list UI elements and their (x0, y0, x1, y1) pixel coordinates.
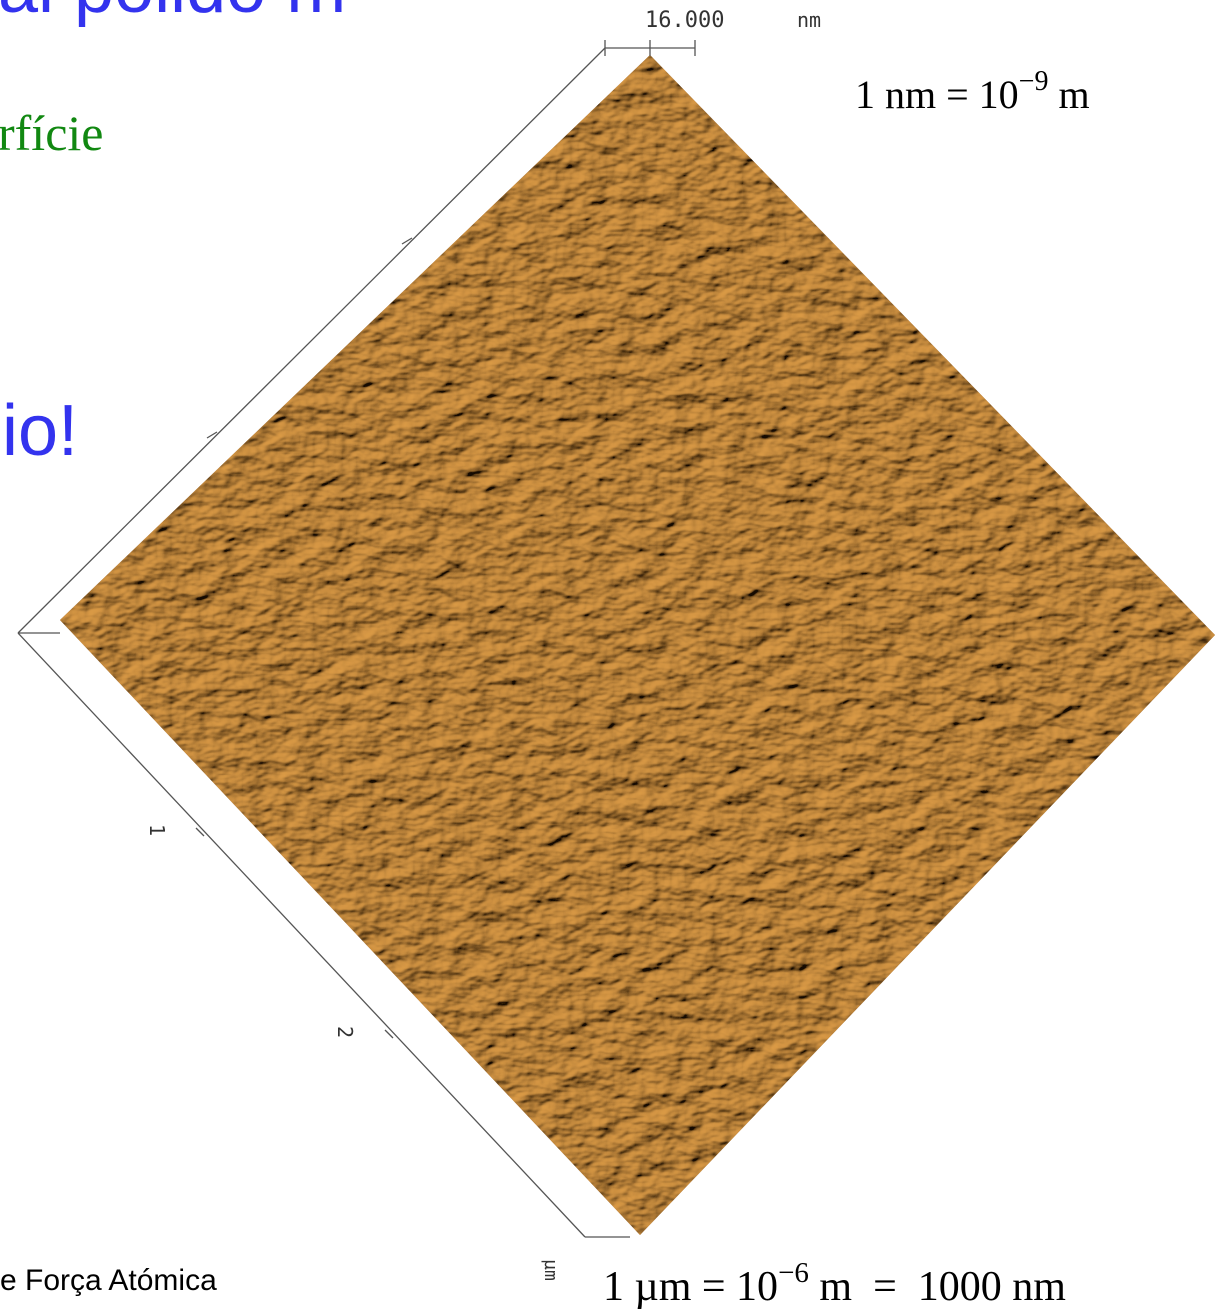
z-unit: nm (797, 8, 821, 32)
slide-subtitle: rfície (0, 105, 103, 161)
formula-exponent: −6 (778, 1257, 809, 1289)
nm-definition: 1 nm = 10−9 m (855, 66, 1090, 117)
page: {"slide": { "title_fragment": "al polido… (0, 0, 1215, 1309)
slide-title: al polido m (0, 0, 346, 28)
formula-exponent: −9 (1019, 66, 1049, 97)
slide-exclamation: io! (2, 391, 78, 471)
afm-surface-texture (60, 55, 1215, 1235)
formula-unit: m = 1000 nm (809, 1264, 1066, 1309)
formula-base: 1 µm = 10 (603, 1264, 778, 1309)
formula-unit: m (1048, 72, 1089, 117)
axis-tick-label: 2 (333, 1026, 357, 1038)
z-scale: 16.000 (645, 8, 724, 33)
um-definition: 1 µm = 10−6 m = 1000 nm (603, 1257, 1066, 1309)
afm-image: 16.000 nm 1 2 µm (18, 8, 1215, 1281)
formula-base: 1 nm = 10 (855, 72, 1019, 117)
axis-tick-label: 1 (145, 824, 169, 836)
slide: al polido m rfície io! e Força Atómica 1… (0, 0, 1215, 1309)
axis-unit: µm (540, 1259, 561, 1281)
slide-footer: e Força Atómica (0, 1264, 217, 1297)
